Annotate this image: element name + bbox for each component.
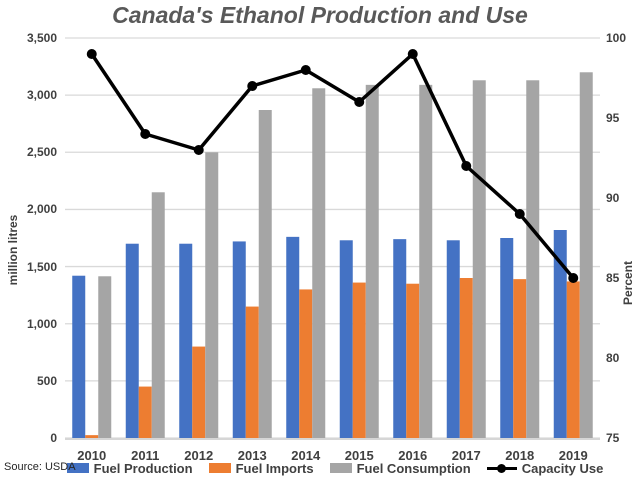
y-left-tick-label: 2,500 [26, 145, 57, 160]
bar-fuel-consumption-2016 [419, 84, 433, 438]
bar-fuel-production-2012 [179, 243, 193, 438]
legend-label: Capacity Use [521, 460, 604, 476]
capacity-use-marker-2017 [461, 161, 472, 171]
bar-fuel-consumption-2018 [526, 80, 540, 439]
legend-label: Fuel Consumption [356, 460, 471, 476]
legend-label: Fuel Imports [235, 460, 314, 476]
y-left-tick-label: 3,000 [26, 88, 57, 103]
x-axis-year-label: 2016 [398, 448, 428, 463]
bar-fuel-production-2018 [500, 238, 514, 438]
capacity-use-marker-2012 [193, 145, 204, 155]
legend-line-dot [496, 463, 506, 473]
bar-fuel-imports-2013 [245, 306, 259, 438]
bar-fuel-imports-2016 [406, 283, 420, 438]
capacity-use-marker-2013 [247, 81, 258, 91]
bar-fuel-imports-2010 [85, 435, 99, 438]
legend-swatch-line-marker [486, 463, 517, 474]
legend-item-capacity-use: Capacity Use [486, 460, 604, 476]
legend-swatch-bar [208, 463, 231, 473]
bar-fuel-production-2016 [393, 239, 407, 438]
capacity-use-marker-2019 [568, 273, 579, 283]
capacity-use-marker-2011 [140, 129, 151, 139]
bar-fuel-production-2014 [286, 236, 300, 438]
bar-fuel-production-2010 [72, 275, 86, 438]
bar-fuel-production-2019 [553, 230, 567, 438]
legend-item-fuel-production: Fuel Production [66, 460, 193, 476]
y-left-tick-label: 3,500 [26, 31, 57, 45]
bar-fuel-production-2015 [339, 240, 353, 438]
bar-fuel-production-2017 [446, 240, 460, 438]
x-axis-year-label: 2014 [291, 448, 321, 463]
legend-label: Fuel Production [93, 460, 193, 476]
y-right-tick-label: 95 [606, 111, 620, 125]
y-left-tick-label: 2,000 [26, 202, 57, 217]
bar-fuel-consumption-2011 [151, 192, 165, 438]
bar-fuel-consumption-2012 [205, 152, 219, 439]
capacity-use-line [90, 52, 575, 280]
capacity-use-marker-2010 [86, 49, 97, 59]
y-right-tick-label: 80 [606, 351, 620, 365]
bar-fuel-imports-2019 [566, 281, 580, 438]
x-axis-year-label: 2017 [451, 448, 481, 463]
bar-fuel-consumption-2017 [472, 80, 486, 439]
bar-fuel-imports-2017 [459, 278, 473, 438]
bar-fuel-consumption-2019 [579, 72, 593, 439]
x-axis-year-label: 2019 [558, 448, 588, 463]
y-left-tick-label: 1,000 [26, 316, 57, 331]
bar-fuel-imports-2015 [352, 282, 366, 438]
y-left-tick-label: 1,500 [26, 259, 57, 274]
source-note: Source: USDA [4, 461, 76, 473]
x-axis-year-label: 2012 [184, 448, 214, 463]
y-right-tick-label: 85 [606, 271, 620, 285]
bar-fuel-production-2011 [125, 243, 139, 438]
bar-fuel-consumption-2010 [98, 276, 112, 438]
legend: Fuel Production Fuel Imports Fuel Consumpt… [30, 460, 640, 476]
bar-fuel-imports-2011 [138, 386, 152, 438]
capacity-use-marker-2015 [354, 97, 365, 107]
chart-title: Canada's Ethanol Production and Use [112, 2, 528, 28]
capacity-use-marker-2018 [514, 209, 525, 219]
y-right-tick-label: 75 [606, 431, 620, 445]
legend-item-fuel-consumption: Fuel Consumption [329, 460, 471, 476]
legend-swatch-bar [66, 463, 89, 473]
x-axis-year-label: 2011 [131, 448, 160, 463]
bar-fuel-consumption-2014 [312, 88, 326, 439]
y-right-tick-label: 90 [606, 191, 620, 205]
y-right-tick-label: 100 [606, 31, 627, 45]
bar-fuel-imports-2014 [299, 289, 313, 438]
y-left-tick-label: 500 [36, 373, 57, 388]
capacity-use-marker-2014 [300, 65, 311, 75]
x-axis-year-label: 2018 [505, 448, 535, 463]
legend-item-fuel-imports: Fuel Imports [208, 460, 314, 476]
bar-fuel-consumption-2015 [365, 84, 379, 438]
x-axis-year-label: 2010 [77, 448, 107, 463]
left-axis-title: million litres [6, 214, 20, 286]
x-axis-year-label: 2015 [344, 448, 374, 463]
bar-fuel-imports-2012 [192, 346, 206, 438]
legend-swatch-bar [329, 463, 352, 473]
y-left-tick-label: 0 [50, 431, 57, 445]
capacity-use-marker-2016 [407, 49, 418, 59]
x-axis-year-label: 2013 [237, 448, 267, 463]
bar-fuel-production-2013 [232, 241, 246, 438]
bar-fuel-consumption-2013 [258, 110, 272, 438]
bar-fuel-imports-2018 [513, 279, 527, 438]
